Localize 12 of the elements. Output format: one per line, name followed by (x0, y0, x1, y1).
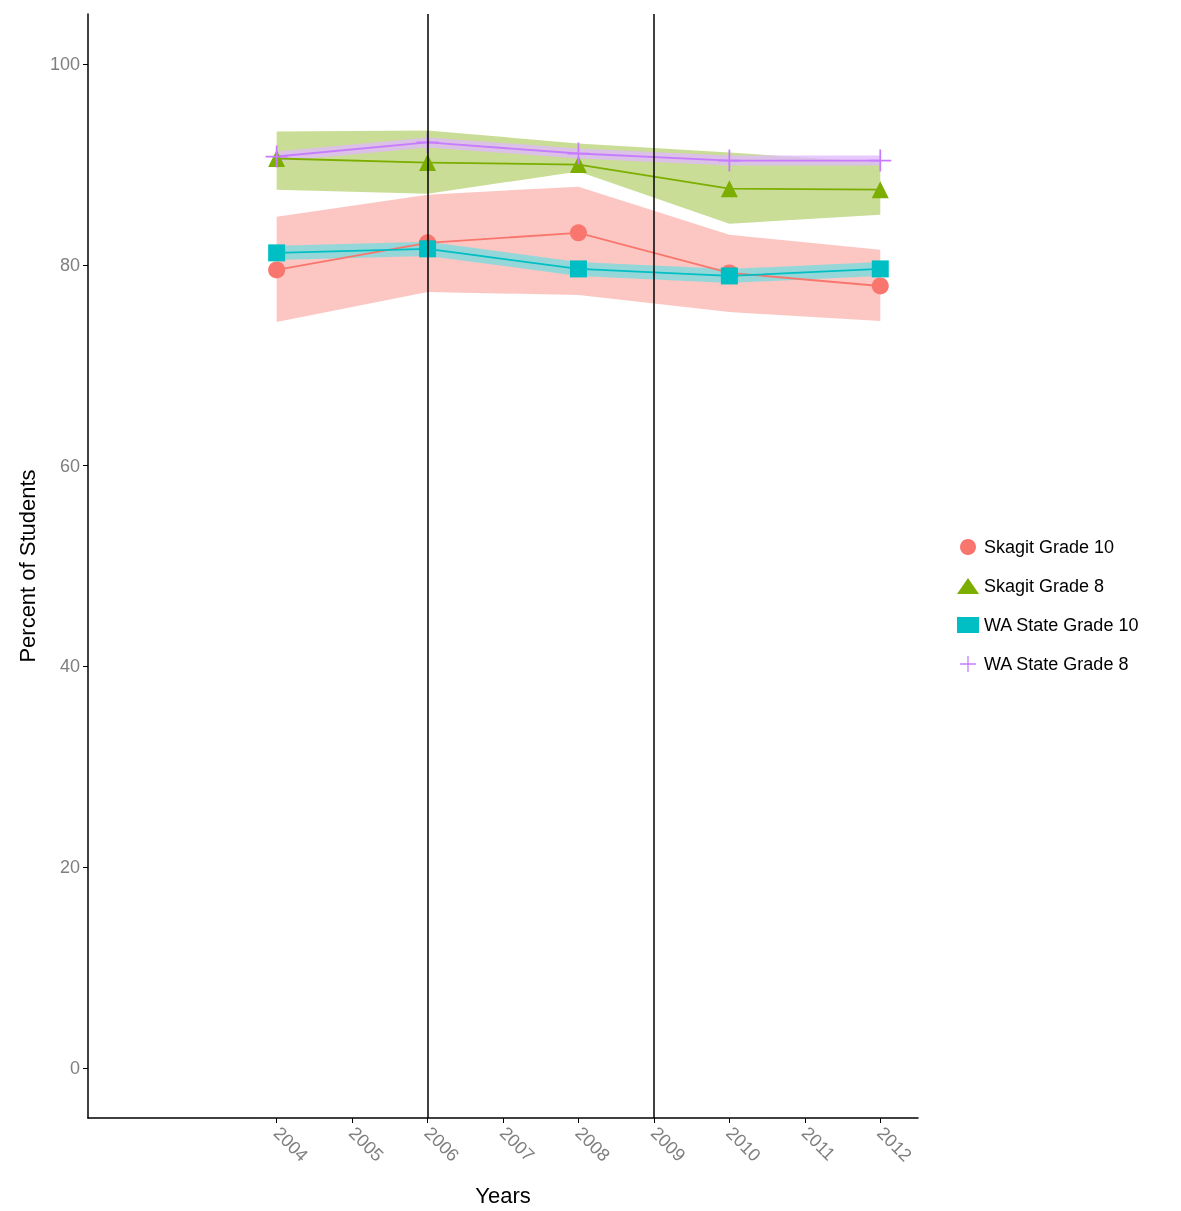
legend-label: Skagit Grade 8 (984, 576, 1105, 596)
y-tick-label: 20 (59, 857, 80, 878)
y-tick-label: 60 (59, 455, 80, 476)
y-tick-label: 100 (49, 54, 80, 75)
y-tick-label: 40 (59, 656, 80, 677)
legend-label: WA State Grade 10 (984, 615, 1139, 635)
y-axis-title: Percent of Students (14, 469, 40, 663)
legend-label: Skagit Grade 10 (984, 537, 1115, 557)
y-tick-label: 0 (69, 1057, 80, 1078)
x-axis-title: Years (475, 1182, 531, 1208)
legend-label: WA State Grade 8 (984, 654, 1129, 674)
y-tick-label: 80 (59, 254, 80, 275)
